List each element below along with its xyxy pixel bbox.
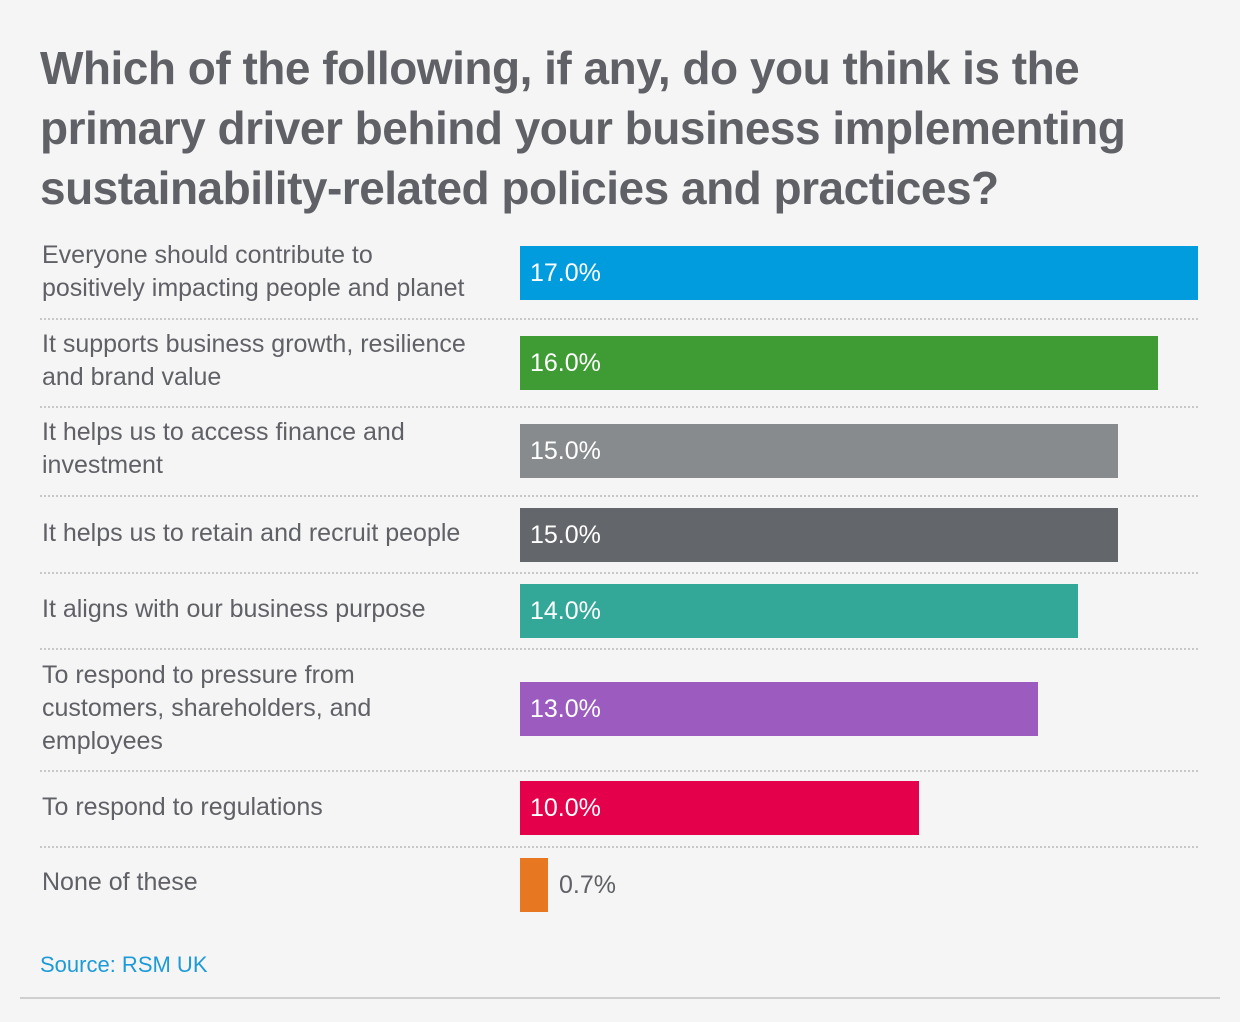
category-label: It aligns with our business purpose: [42, 593, 512, 626]
bar-value-label: 16.0%: [530, 349, 601, 377]
bar: [520, 424, 1118, 478]
category-label: To respond to regulations: [42, 791, 512, 824]
chart-title: Which of the following, if any, do you t…: [40, 38, 1200, 218]
category-label: It helps us to retain and recruit people: [42, 517, 512, 550]
category-label-line: It supports business growth, resilience: [42, 330, 466, 358]
chart-title-line-3: sustainability-related policies and prac…: [40, 162, 999, 214]
bottom-divider: [20, 997, 1220, 999]
category-label-line: investment: [42, 451, 163, 479]
category-label: None of these: [42, 866, 512, 899]
category-label: It helps us to access finance and investm…: [42, 416, 512, 482]
bar: [520, 781, 919, 835]
row-separator: [40, 770, 1198, 772]
chart-title-line-1: Which of the following, if any, do you t…: [40, 42, 1080, 94]
bar: [520, 858, 548, 912]
category-label-line: and brand value: [42, 363, 222, 391]
row-separator: [40, 318, 1198, 320]
bar: [520, 584, 1078, 638]
category-label-line: employees: [42, 727, 163, 755]
bar: [520, 336, 1158, 390]
row-separator: [40, 406, 1198, 408]
chart-title-line-2: primary driver behind your business impl…: [40, 102, 1126, 154]
source-note: Source: RSM UK: [40, 952, 208, 977]
category-label: Everyone should contribute to positively …: [42, 239, 512, 305]
category-label-line: None of these: [42, 868, 198, 896]
row-separator: [40, 846, 1198, 848]
category-label-line: customers, shareholders, and: [42, 694, 372, 722]
row-separator: [40, 648, 1198, 650]
bar: [520, 682, 1038, 736]
bar: [520, 508, 1118, 562]
bar-value-label: 17.0%: [530, 259, 601, 287]
category-label-line: positively impacting people and planet: [42, 274, 465, 302]
category-label-line: It aligns with our business purpose: [42, 595, 426, 623]
category-label-line: Everyone should contribute to: [42, 241, 373, 269]
bar-value-label: 10.0%: [530, 794, 601, 822]
bar-value-label: 13.0%: [530, 695, 601, 723]
category-label: It supports business growth, resilience a…: [42, 328, 512, 394]
row-separator: [40, 495, 1198, 497]
category-label-line: It helps us to retain and recruit people: [42, 519, 461, 547]
bar-value-label: 15.0%: [530, 521, 601, 549]
category-label: To respond to pressure from customers, sh…: [42, 659, 512, 758]
row-separator: [40, 572, 1198, 574]
bar-value-label: 14.0%: [530, 597, 601, 625]
bar-value-label: 0.7%: [559, 871, 616, 899]
bar-value-label: 15.0%: [530, 437, 601, 465]
category-label-line: To respond to pressure from: [42, 661, 355, 689]
category-label-line: To respond to regulations: [42, 793, 323, 821]
bar: [520, 246, 1198, 300]
category-label-line: It helps us to access finance and: [42, 418, 405, 446]
